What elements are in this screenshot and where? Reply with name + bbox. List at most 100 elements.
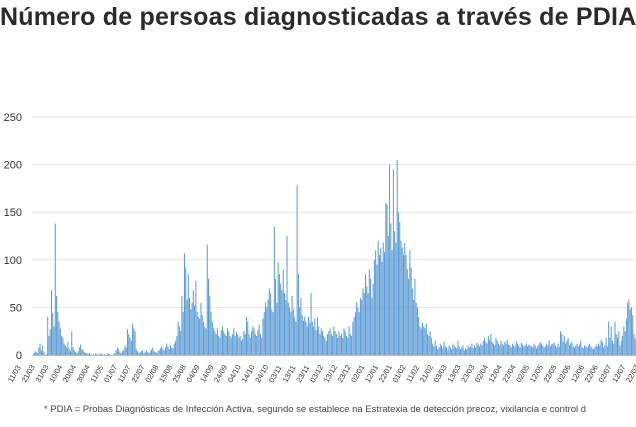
bar — [510, 347, 512, 355]
bar — [175, 340, 177, 355]
bar — [295, 321, 297, 355]
bar — [395, 242, 397, 355]
x-axis-ticks: 11/0321/0331/0310/0420/0430/0411/0501/07… — [6, 363, 636, 384]
bar — [368, 269, 370, 355]
bar — [506, 339, 508, 355]
footnote: * PDIA = Probas Diagnósticas de Infecció… — [44, 404, 587, 415]
bar — [391, 250, 393, 355]
bar — [69, 351, 71, 355]
bar — [263, 312, 265, 355]
bar — [320, 328, 322, 355]
bar — [225, 335, 227, 355]
bar — [378, 255, 380, 355]
bar — [634, 338, 636, 355]
bar — [286, 236, 288, 355]
bar — [473, 345, 475, 355]
bar — [38, 347, 40, 355]
bar — [229, 335, 231, 355]
bar — [204, 326, 206, 355]
bar — [558, 346, 560, 355]
bar — [342, 337, 344, 355]
bar — [294, 316, 296, 355]
bar — [52, 313, 54, 355]
bar — [253, 328, 255, 355]
bar — [552, 343, 554, 355]
bar — [484, 337, 486, 355]
bar — [61, 335, 63, 355]
bar — [106, 353, 108, 355]
bar — [458, 346, 460, 355]
bar — [83, 352, 85, 355]
bar — [389, 164, 391, 355]
bar — [542, 345, 544, 355]
bar — [367, 293, 369, 355]
bar — [356, 302, 358, 355]
bar — [191, 302, 193, 355]
bar — [589, 343, 591, 355]
bar — [77, 351, 79, 355]
bar — [461, 347, 463, 355]
bar — [197, 316, 199, 355]
bar — [541, 343, 543, 355]
bar — [444, 346, 446, 355]
bar — [257, 330, 259, 355]
bar — [408, 278, 410, 355]
bar — [596, 346, 598, 355]
bar — [454, 347, 456, 355]
bar — [354, 312, 356, 355]
bar — [153, 351, 155, 355]
bar — [601, 341, 603, 355]
bar — [201, 315, 203, 355]
bar — [384, 252, 386, 355]
bar — [158, 350, 160, 355]
bar — [385, 202, 387, 355]
bar — [311, 321, 313, 355]
bar — [515, 340, 517, 355]
bar — [234, 335, 236, 355]
bar — [470, 346, 472, 355]
bar — [530, 346, 532, 355]
bar — [249, 337, 251, 355]
bar — [441, 345, 443, 355]
bar — [401, 247, 403, 355]
bar — [505, 343, 507, 355]
bar — [410, 267, 412, 355]
bar — [34, 351, 36, 355]
bar — [130, 340, 132, 355]
bar — [159, 348, 161, 355]
bar — [353, 316, 355, 355]
bar — [247, 321, 249, 355]
bar — [259, 334, 261, 355]
bar — [463, 350, 465, 355]
bar — [439, 343, 441, 355]
bar — [63, 343, 65, 355]
bar — [566, 340, 568, 355]
bar — [513, 345, 515, 355]
bar — [132, 323, 134, 355]
bar — [304, 316, 306, 355]
bar — [586, 347, 588, 355]
bar — [373, 259, 375, 355]
bar — [500, 340, 502, 355]
bar — [114, 353, 116, 355]
bar — [47, 316, 49, 355]
bar — [186, 299, 188, 355]
bar — [501, 343, 503, 355]
bar — [519, 347, 521, 355]
bar — [137, 351, 139, 355]
bar — [333, 326, 335, 355]
bar — [66, 347, 68, 355]
bar — [605, 337, 607, 355]
bar — [448, 345, 450, 355]
bar — [494, 345, 496, 355]
bar — [138, 353, 140, 355]
bar — [148, 353, 150, 355]
bar — [547, 345, 549, 355]
bar — [177, 321, 179, 355]
bar — [330, 334, 332, 355]
bar — [58, 321, 60, 355]
bar — [397, 212, 399, 355]
bar — [115, 350, 117, 355]
bar — [310, 293, 312, 355]
bar — [495, 337, 497, 355]
